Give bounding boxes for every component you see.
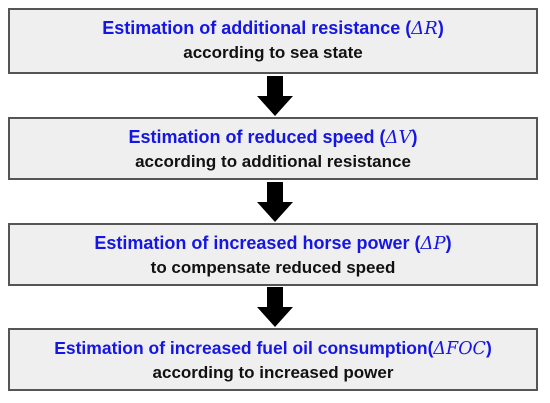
step-title-text: Estimation of additional resistance ( <box>102 18 412 38</box>
step-title-close: ) <box>485 338 492 358</box>
step-symbol: ΔR <box>411 18 438 39</box>
step-box-increased-horse-power: Estimation of increased horse power (ΔP)… <box>8 223 538 286</box>
step-symbol: ΔFOC <box>433 339 486 359</box>
step-symbol: ΔP <box>420 233 446 254</box>
step-title: Estimation of reduced speed (ΔV) <box>10 126 536 149</box>
step-symbol: ΔV <box>385 127 412 148</box>
step-box-additional-resistance: Estimation of additional resistance (ΔR)… <box>8 8 538 74</box>
step-title: Estimation of additional resistance (ΔR) <box>10 17 536 40</box>
step-subtitle: according to increased power <box>152 363 394 382</box>
step-title-text: Estimation of reduced speed ( <box>128 127 386 147</box>
step-title-close: ) <box>411 127 418 147</box>
step-subtitle: according to additional resistance <box>135 152 411 171</box>
step-box-increased-fuel-oil-consumption: Estimation of increased fuel oil consump… <box>8 328 538 391</box>
step-title-close: ) <box>437 18 444 38</box>
step-title-text: Estimation of increased horse power ( <box>94 233 421 253</box>
down-arrow-icon <box>257 76 293 116</box>
step-subtitle: according to sea state <box>183 43 363 62</box>
step-title-text: Estimation of increased fuel oil consump… <box>54 338 434 358</box>
down-arrow-icon <box>257 182 293 222</box>
down-arrow-icon <box>257 287 293 327</box>
step-title: Estimation of increased horse power (ΔP) <box>10 232 536 255</box>
step-title: Estimation of increased fuel oil consump… <box>10 337 536 360</box>
step-box-reduced-speed: Estimation of reduced speed (ΔV) accordi… <box>8 117 538 180</box>
step-title-close: ) <box>445 233 452 253</box>
step-subtitle: to compensate reduced speed <box>150 258 396 277</box>
